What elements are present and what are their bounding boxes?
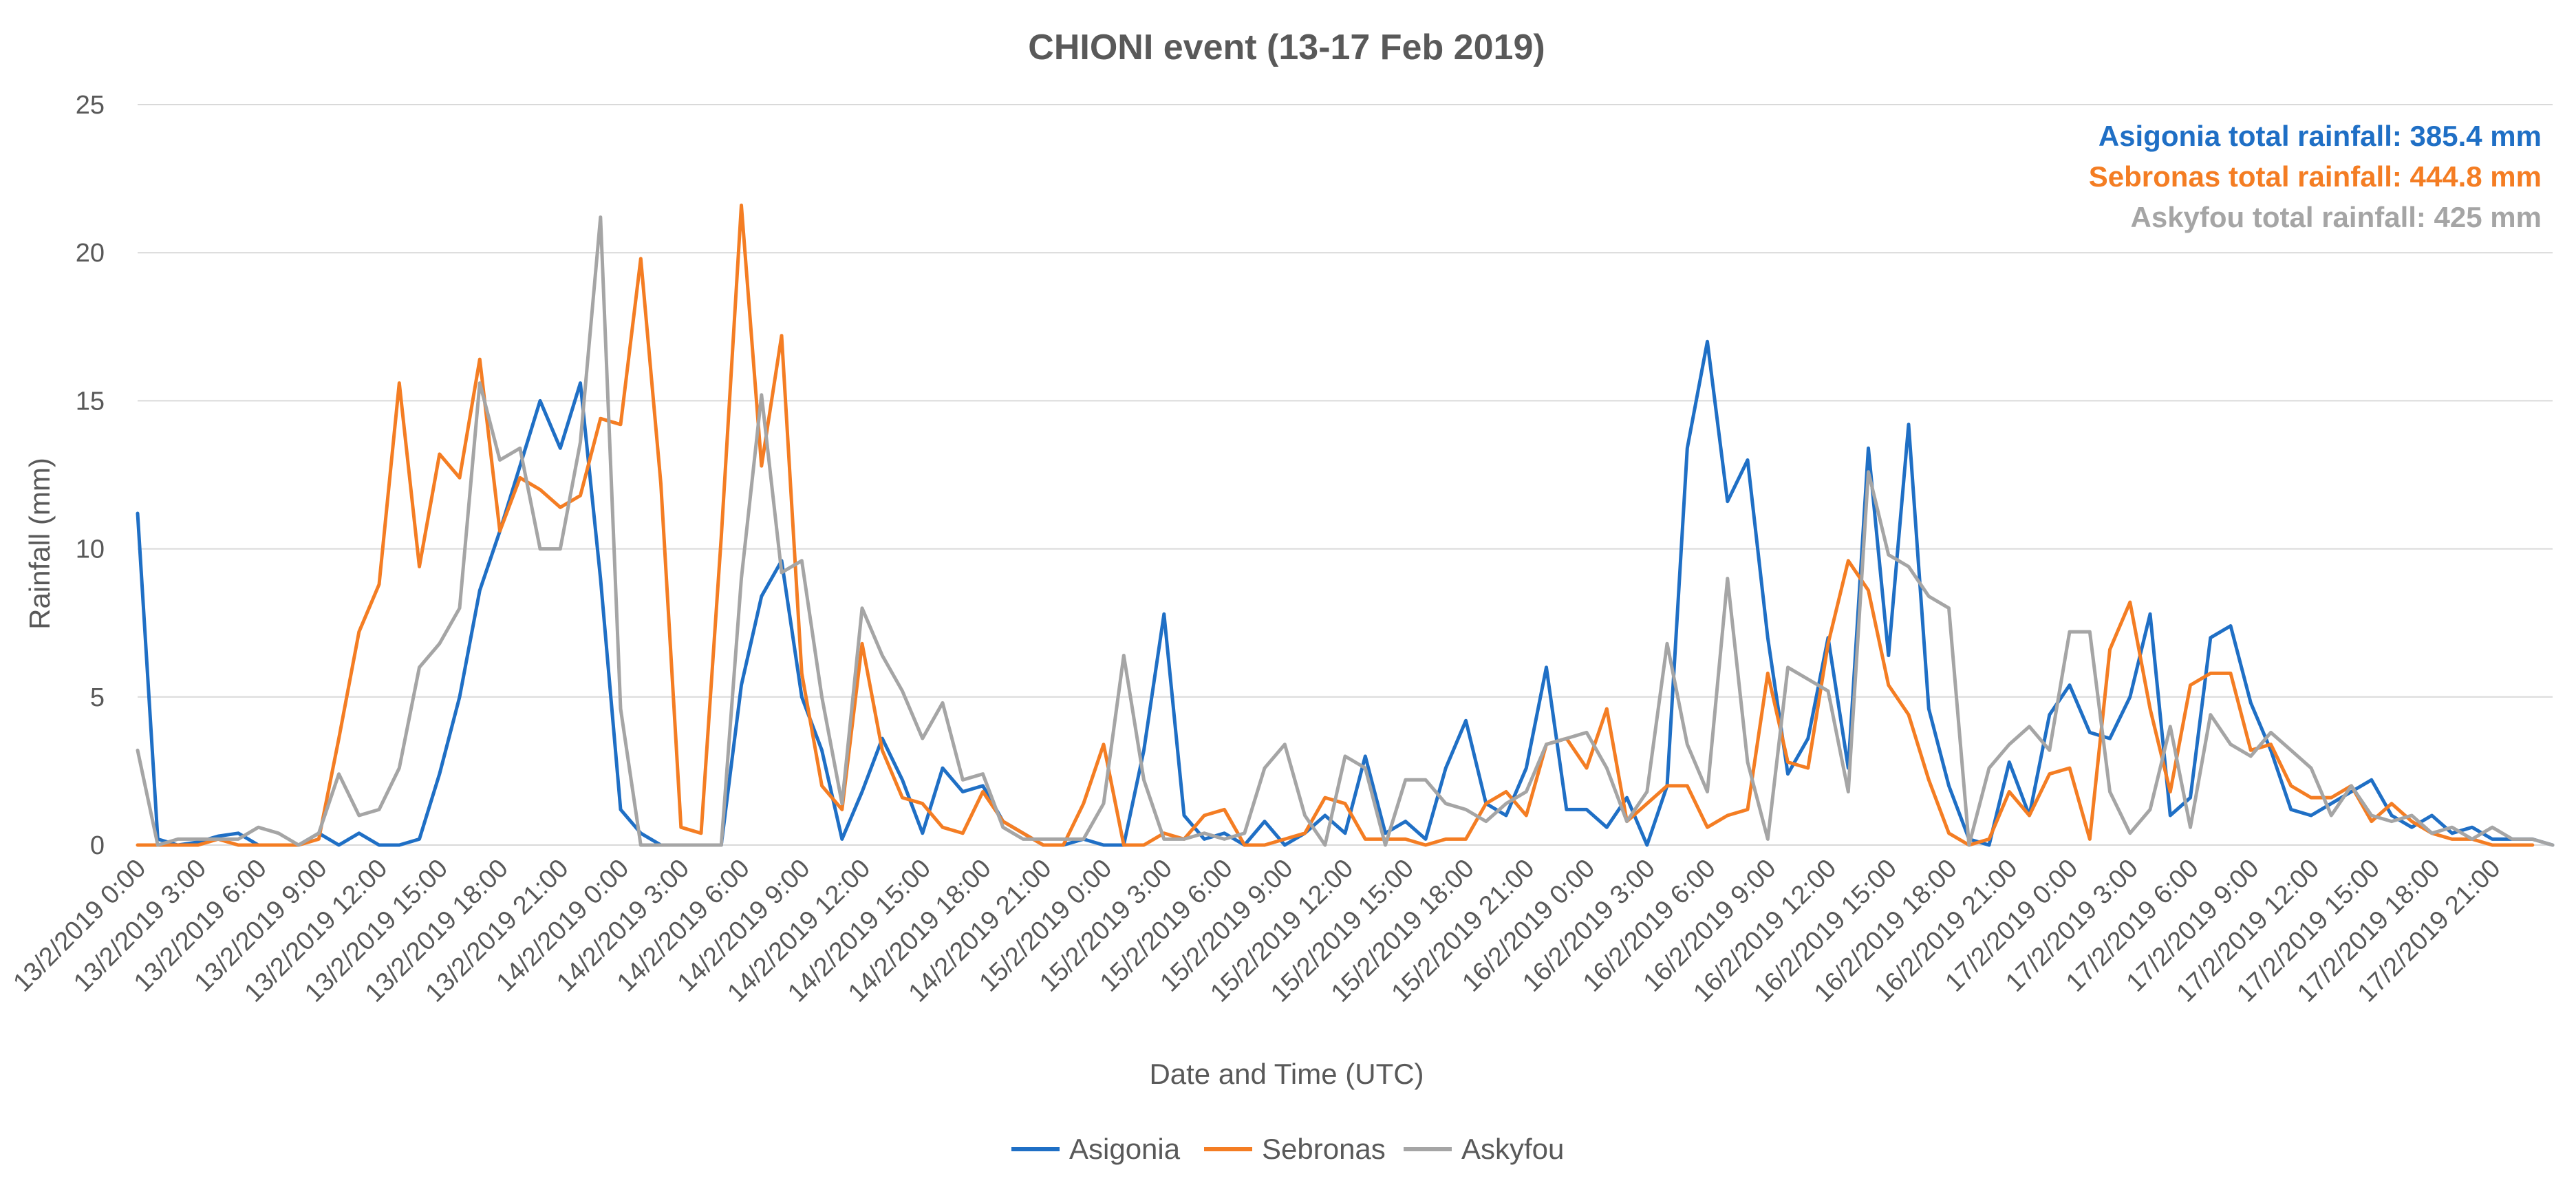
series-asigonia [136,339,2555,847]
total-rainfall-annotations: Asigonia total rainfall: 385.4 mm Sebrona… [2089,120,2542,233]
y-tick-label: 10 [76,535,105,564]
chart-title: CHIONI event (13-17 Feb 2019) [1028,28,1545,67]
series-line-askyfou [136,215,2555,847]
y-axis-ticks: 0 5 10 15 20 25 [76,91,105,860]
series-lines [136,203,2555,847]
y-axis-title: Rainfall (mm) [23,458,56,630]
y-tick-label: 25 [76,91,105,120]
x-axis-title: Date and Time (UTC) [1149,1058,1424,1090]
legend: Asigonia Sebronas Askyfou [1011,1133,1564,1165]
y-tick-label: 5 [90,683,105,712]
total-rainfall-annotation: Askyfou total rainfall: 425 mm [2131,201,2542,233]
legend-item-sebronas: Sebronas [1204,1133,1386,1165]
series-line-asigonia [136,339,2555,847]
y-tick-label: 15 [76,387,105,416]
legend-item-asigonia: Asigonia [1011,1133,1181,1165]
y-tick-label: 20 [76,239,105,268]
y-tick-label: 0 [90,831,105,860]
legend-label: Asigonia [1069,1133,1181,1165]
legend-label: Askyfou [1461,1133,1564,1165]
total-rainfall-annotation: Sebronas total rainfall: 444.8 mm [2089,160,2542,193]
legend-label: Sebronas [1262,1133,1386,1165]
legend-item-askyfou: Askyfou [1404,1133,1564,1165]
total-rainfall-annotation: Asigonia total rainfall: 385.4 mm [2099,120,2542,152]
series-askyfou [136,215,2555,847]
